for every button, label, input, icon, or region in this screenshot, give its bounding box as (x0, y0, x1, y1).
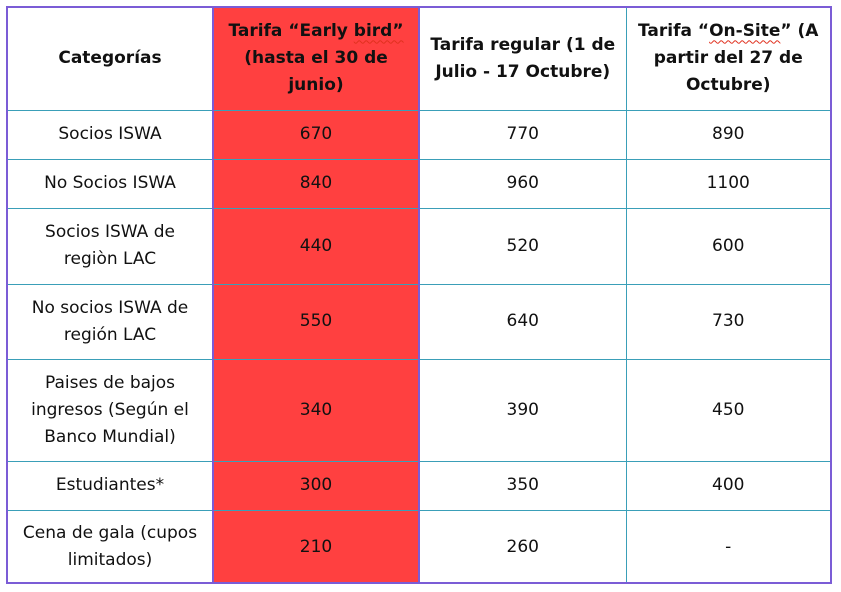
cell-category: Socios ISWA (8, 109, 214, 160)
cell-category: Paises de bajos ingresos (Según el Banco… (8, 358, 214, 462)
cell-onsite: 730 (625, 283, 830, 360)
cell-early: 210 (212, 509, 420, 582)
cell-regular: 640 (418, 283, 627, 360)
table-row: Socios ISWA 670 770 890 (8, 109, 830, 160)
cell-regular: 960 (418, 158, 627, 209)
table-row: No Socios ISWA 840 960 1100 (8, 158, 830, 209)
header-onsite: Tarifa “On-Site” (A partir del 27 de Oct… (625, 8, 830, 111)
header-early-prefix: Tarifa “Early (228, 21, 354, 42)
header-category: Categorías (8, 8, 214, 111)
cell-early: 550 (212, 283, 420, 360)
header-row: Categorías Tarifa “Early bird” (hasta el… (8, 8, 830, 111)
header-early-bird: Tarifa “Early bird” (hasta el 30 de juni… (212, 8, 420, 111)
cell-onsite: 1100 (625, 158, 830, 209)
pricing-table: Categorías Tarifa “Early bird” (hasta el… (8, 8, 830, 582)
cell-early: 840 (212, 158, 420, 209)
pricing-table-frame: Categorías Tarifa “Early bird” (hasta el… (6, 6, 832, 584)
cell-regular: 770 (418, 109, 627, 160)
cell-regular: 390 (418, 358, 627, 462)
table-row: Estudiantes* 300 350 400 (8, 460, 830, 511)
cell-early: 440 (212, 207, 420, 285)
cell-onsite: 600 (625, 207, 830, 285)
cell-early: 340 (212, 358, 420, 462)
cell-onsite: 450 (625, 358, 830, 462)
cell-category: Estudiantes* (8, 460, 214, 511)
cell-category: Socios ISWA de regiòn LAC (8, 207, 214, 285)
cell-early: 670 (212, 109, 420, 160)
table-row: Cena de gala (cupos limitados) 210 260 - (8, 509, 830, 582)
table-row: No socios ISWA de región LAC 550 640 730 (8, 283, 830, 360)
cell-early: 300 (212, 460, 420, 511)
header-onsite-squiggle: On-Site (709, 21, 781, 42)
table-row: Paises de bajos ingresos (Según el Banco… (8, 358, 830, 462)
table-row: Socios ISWA de regiòn LAC 440 520 600 (8, 207, 830, 285)
header-onsite-suffix: ” (A partir del 27 de Octubre) (653, 21, 819, 96)
header-onsite-prefix: Tarifa “ (638, 21, 710, 42)
header-early-squiggle: bird” (353, 21, 404, 42)
cell-category: Cena de gala (cupos limitados) (8, 509, 214, 582)
cell-regular: 260 (418, 509, 627, 582)
cell-onsite: - (625, 509, 830, 582)
cell-regular: 350 (418, 460, 627, 511)
cell-regular: 520 (418, 207, 627, 285)
header-regular: Tarifa regular (1 de Julio - 17 Octubre) (418, 8, 627, 111)
header-early-suffix: (hasta el 30 de junio) (244, 48, 388, 96)
cell-category: No socios ISWA de región LAC (8, 283, 214, 360)
cell-onsite: 400 (625, 460, 830, 511)
cell-onsite: 890 (625, 109, 830, 160)
cell-category: No Socios ISWA (8, 158, 214, 209)
